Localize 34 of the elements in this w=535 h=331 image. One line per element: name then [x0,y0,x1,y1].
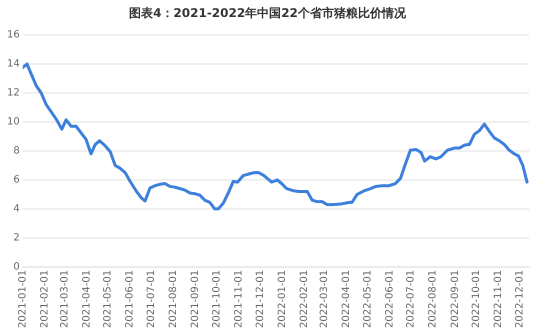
x-tick-label: 2022-09-01 [450,270,461,328]
x-tick-label: 2022-08-01 [428,270,439,328]
x-tick-label: 2022-04-01 [340,270,352,328]
y-tick-label: 8 [13,146,20,157]
x-tick-label: 2022-02-01 [298,270,310,328]
x-tick-label: 2021-11-01 [234,270,245,328]
y-tick-label: 10 [6,116,20,128]
chart-title: 图表4：2021-2022年中国22个省市猪粮比价情况 [128,5,407,22]
x-tick-label: 2021-06-01 [124,270,136,328]
y-tick-label: 16 [6,30,20,41]
x-tick-label: 2021-04-01 [81,270,92,328]
y-tick-label: 2 [13,232,20,244]
x-tick-label: 2022-11-01 [493,270,504,328]
x-tick-label: 2021-02-01 [39,270,50,328]
x-tick-label: 2022-05-01 [362,270,374,328]
y-tick-label: 4 [13,204,20,215]
x-tick-label: 2021-01-01 [17,270,28,328]
x-tick-label: 2021-07-01 [146,270,158,328]
x-tick-label: 2022-01-01 [276,270,288,328]
y-tick-label: 14 [6,58,20,70]
x-tick-label: 2021-10-01 [212,270,223,328]
x-tick-label: 2021-05-01 [102,270,114,328]
x-tick-label: 2022-12-01 [514,270,526,328]
x-tick-label: 2021-09-01 [190,270,202,328]
x-tick-label: 2021-08-01 [168,270,180,328]
y-tick-label: 12 [6,88,20,99]
x-tick-label: 2022-07-01 [406,270,417,328]
x-tick-label: 2022-06-01 [384,270,396,328]
y-tick-label: 0 [13,261,20,272]
y-tick-label: 6 [13,174,20,186]
x-tick-label: 2021-12-01 [254,270,266,328]
x-tick-label: 2021-03-01 [59,270,70,328]
x-tick-label: 2022-03-01 [318,270,330,328]
x-tick-label: 2022-10-01 [471,270,482,328]
